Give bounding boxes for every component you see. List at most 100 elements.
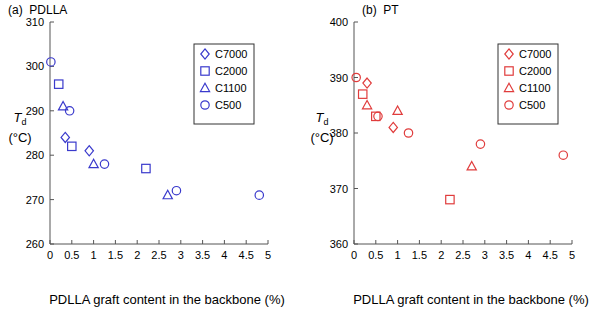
panel-title: (b) PT: [362, 3, 399, 17]
legend-marker: [201, 67, 209, 75]
data-points: [352, 73, 568, 203]
x-tick: [419, 240, 420, 244]
x-tick-label: 1.5: [108, 249, 123, 261]
x-axis-label: PDLLA graft content in the backbone (%): [49, 292, 285, 307]
x-tick-label: 4: [221, 249, 227, 261]
point: [559, 151, 567, 159]
x-tick: [572, 240, 573, 244]
y-tick-label: 390: [330, 72, 348, 84]
x-tick-label: 5: [569, 249, 575, 261]
x-tick: [268, 240, 269, 244]
legend-box: [498, 44, 558, 124]
y-tick: [354, 133, 358, 134]
x-tick-label: 0.5: [368, 249, 383, 261]
legend-label: C2000: [519, 65, 551, 77]
x-tick-label: 4.5: [543, 249, 558, 261]
x-tick: [246, 240, 247, 244]
x-tick-label: 1: [395, 249, 401, 261]
y-tick-label: 300: [26, 60, 44, 72]
y-tick: [50, 110, 54, 111]
y-label-part: d: [21, 117, 26, 127]
point: [142, 164, 150, 172]
legend-marker: [505, 67, 513, 75]
x-tick: [115, 240, 116, 244]
point: [393, 106, 402, 114]
x-tick-label: 4: [525, 249, 531, 261]
legend-marker: [200, 83, 209, 91]
panel-1: (b) PTTd(°C)36037038039040000.511.522.53…: [310, 3, 588, 307]
y-tick-label: 260: [26, 238, 44, 250]
x-axis: [354, 244, 572, 245]
point: [172, 187, 180, 195]
y-tick: [50, 22, 54, 23]
y-tick: [354, 22, 358, 23]
point: [374, 112, 382, 120]
point: [61, 132, 69, 142]
x-tick: [528, 240, 529, 244]
x-tick: [484, 240, 485, 244]
x-tick: [137, 240, 138, 244]
x-tick-label: 1: [91, 249, 97, 261]
point: [404, 129, 412, 137]
point: [389, 122, 397, 132]
point: [363, 78, 371, 88]
x-tick-label: 2.5: [455, 249, 470, 261]
y-tick-label: 380: [330, 127, 348, 139]
x-tick-label: 3.5: [499, 249, 514, 261]
point: [68, 142, 76, 150]
panel-title: (a) PDLLA: [8, 3, 67, 17]
x-tick: [159, 240, 160, 244]
x-tick: [71, 240, 72, 244]
legend-marker: [505, 49, 513, 59]
legend-marker: [201, 101, 209, 109]
y-axis: [50, 22, 51, 244]
y-tick-label: 310: [26, 16, 44, 28]
x-tick: [224, 240, 225, 244]
x-axis-label: PDLLA graft content in the backbone (%): [353, 292, 589, 307]
y-tick: [50, 199, 54, 200]
point: [446, 195, 454, 203]
y-axis: [354, 22, 355, 244]
y-label-part: (°C): [8, 130, 31, 145]
point: [65, 107, 73, 115]
x-tick: [441, 240, 442, 244]
y-tick: [50, 155, 54, 156]
legend-label: C1100: [519, 82, 551, 94]
point: [47, 58, 55, 66]
y-tick: [354, 77, 358, 78]
y-tick-label: 270: [26, 194, 44, 206]
x-tick-label: 5: [265, 249, 271, 261]
x-tick-label: 2: [438, 249, 444, 261]
y-tick-label: 400: [330, 16, 348, 28]
point: [89, 159, 98, 167]
legend-marker: [505, 101, 513, 109]
legend-marker: [504, 83, 513, 91]
x-tick-label: 3.5: [195, 249, 210, 261]
point: [476, 140, 484, 148]
point: [352, 73, 360, 81]
x-tick: [93, 240, 94, 244]
x-tick-label: 4.5: [239, 249, 254, 261]
point: [362, 100, 371, 108]
legend-label: C7000: [215, 48, 247, 60]
y-tick-label: 290: [26, 105, 44, 117]
point: [255, 191, 263, 199]
x-tick-label: 0: [47, 249, 53, 261]
legend-marker: [201, 49, 209, 59]
x-tick: [202, 240, 203, 244]
legend-label: C2000: [215, 65, 247, 77]
point: [85, 146, 93, 156]
x-tick: [180, 240, 181, 244]
legend-box: [194, 44, 254, 124]
x-axis: [50, 244, 268, 245]
x-tick: [506, 240, 507, 244]
point: [359, 90, 367, 98]
x-tick: [397, 240, 398, 244]
y-tick-label: 370: [330, 183, 348, 195]
point: [55, 80, 63, 88]
point: [163, 190, 172, 198]
legend: C7000C2000C1100C500: [194, 44, 254, 124]
legend-label: C500: [519, 99, 545, 111]
point: [100, 160, 108, 168]
point: [467, 161, 476, 169]
